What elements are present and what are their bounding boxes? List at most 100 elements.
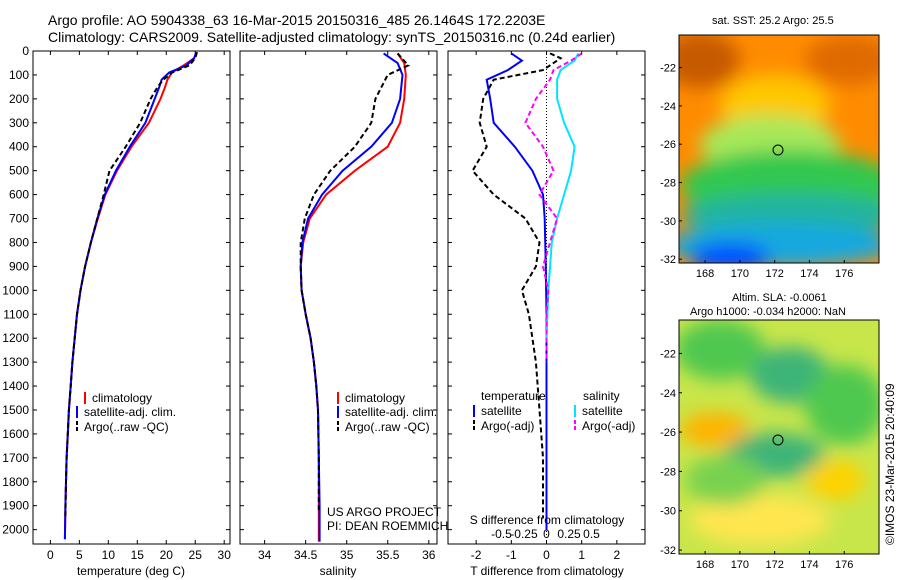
map-y-tick-label: -26 [660, 139, 676, 151]
map-x-tick-label: 168 [696, 268, 714, 280]
legend-header-temperature: temperature [481, 389, 546, 403]
legend-label-climatology: climatology [345, 391, 405, 405]
x-tick-label: 5 [76, 548, 83, 562]
series-line-salinity-satellite [545, 52, 580, 339]
salinity-axes [239, 50, 438, 545]
sst-warm-core [679, 35, 740, 88]
sla-green-sw [685, 455, 765, 505]
map-y-tick-label: -28 [660, 178, 676, 190]
y-tick-label: 300 [9, 116, 29, 130]
sla-map-title-line1: Altim. SLA: -0.0061 [732, 292, 827, 304]
plot-title-line1: Argo profile: AO 5904338_63 16-Mar-2015 … [48, 12, 546, 28]
salinity-plot: 34 34.5 35 35.5 36 [240, 50, 437, 562]
map-x-tick-label: 174 [800, 268, 818, 280]
map-x-tick-label: 176 [835, 559, 853, 571]
s-tick-label: -0.5 [491, 527, 512, 541]
map-y-tick-label: -22 [660, 63, 676, 75]
imos-timestamp: ©IMOS 23-Mar-2015 20:40:09 [883, 383, 897, 545]
y-tick-label: 1300 [2, 355, 29, 369]
sla-map-frame [678, 319, 880, 555]
series-line-temperature-argo-adj- [471, 52, 563, 518]
y-tick-label: 900 [9, 259, 29, 273]
difference-t-xlabel: T difference from climatology [470, 564, 624, 578]
sst-blue-corner [690, 243, 770, 263]
map-y-tick-label: -28 [660, 466, 676, 478]
map-y-tick-label: -22 [660, 348, 676, 360]
y-tick-label: 0 [22, 44, 29, 58]
sst-map: 168 170 172 174 176 -22 -24 -26 -28 -30 -32 [660, 34, 880, 280]
series-line-argo-raw-qc- [64, 51, 198, 518]
legend-label-temp-argo: Argo(-adj) [481, 419, 534, 433]
y-tick-label: 200 [9, 92, 29, 106]
y-tick-label: 1700 [2, 451, 29, 465]
x-tick-label: 36 [422, 548, 436, 562]
map-x-tick-label: 174 [800, 559, 818, 571]
y-tick-label: 700 [9, 212, 29, 226]
y-tick-label: 1500 [2, 403, 29, 417]
project-annotation-line2: PI: DEAN ROEMMICH [327, 519, 448, 533]
s-tick-label: 0.5 [583, 527, 600, 541]
sst-map-frame [678, 34, 880, 264]
x-tick-label: 35 [340, 548, 354, 562]
x-tick-label: 0 [543, 548, 550, 562]
map-y-tick-label: -26 [660, 427, 676, 439]
y-tick-label: 1900 [2, 499, 29, 513]
x-tick-label: 30 [218, 548, 232, 562]
x-tick-label: 25 [189, 548, 203, 562]
y-tick-label: 1000 [2, 283, 29, 297]
x-tick-label: 34 [258, 548, 272, 562]
sla-map-title-line2: Argo h1000: -0.034 h2000: NaN [690, 306, 846, 318]
x-tick-label: 35.5 [376, 548, 400, 562]
map-x-tick-label: 176 [835, 268, 853, 280]
sst-argo-position-marker [772, 144, 784, 156]
y-tick-label: 400 [9, 140, 29, 154]
sla-argo-position-marker [772, 434, 784, 446]
legend-label-sal-satellite: satellite [582, 404, 623, 418]
map-x-tick-label: 172 [765, 559, 783, 571]
sla-yellow-south [690, 495, 830, 545]
x-tick-label: 10 [102, 548, 116, 562]
salinity-xlabel: salinity [320, 564, 357, 578]
y-tick-label: 1800 [2, 475, 29, 489]
y-tick-label: 800 [9, 235, 29, 249]
map-y-tick-label: -24 [660, 388, 676, 400]
map-x-tick-label: 170 [731, 559, 749, 571]
sla-yellow-se [805, 460, 865, 500]
x-tick-label: 20 [160, 548, 174, 562]
map-x-tick-label: 172 [765, 268, 783, 280]
project-annotation-line1: US ARGO PROJECT [327, 505, 442, 519]
series-line-climatology [299, 52, 407, 542]
y-tick-label: 1600 [2, 427, 29, 441]
series-line-salinity-argo-adj- [524, 52, 583, 363]
legend-label-climatology: climatology [92, 391, 152, 405]
series-line-temperature-satellite [485, 52, 548, 530]
y-tick-label: 2000 [2, 523, 29, 537]
sla-map-ticks: 168 170 172 174 176 -22 -24 -26 -28 -30 -32 [660, 348, 853, 571]
temperature-legend: climatology satellite-adj. clim. Argo(..… [76, 391, 176, 434]
sla-green-nw [679, 320, 765, 380]
map-y-tick-label: -32 [660, 545, 676, 557]
temperature-axes [32, 50, 231, 545]
legend-label-satellite: satellite-adj. clim. [345, 405, 437, 419]
series-line-climatology [63, 51, 198, 540]
y-tick-label: 100 [9, 68, 29, 82]
sla-green-east [805, 365, 879, 445]
salinity-legend: climatology satellite-adj. clim. Argo(..… [337, 391, 437, 434]
series-line-satellite-adj-clim- [63, 51, 198, 540]
temperature-xlabel: temperature (deg C) [77, 564, 185, 578]
map-x-tick-label: 168 [696, 559, 714, 571]
map-y-tick-label: -30 [660, 506, 676, 518]
plot-title-line2: Climatology: CARS2009. Satellite-adjuste… [48, 29, 616, 45]
y-tick-label: 600 [9, 188, 29, 202]
sst-map-ticks: 168 170 172 174 176 -22 -24 -26 -28 -30 -32 [660, 63, 853, 280]
y-tick-label: 500 [9, 164, 29, 178]
sla-orange-west [680, 412, 750, 448]
sst-map-title: sat. SST: 25.2 Argo: 25.5 [712, 15, 834, 27]
difference-s-xlabel: S difference from climatology [470, 513, 625, 527]
x-tick-label: 15 [131, 548, 145, 562]
legend-label-argo: Argo(..raw -QC) [345, 420, 430, 434]
legend-label-argo: Argo(..raw -QC) [84, 420, 169, 434]
x-tick-label: 1 [578, 548, 585, 562]
